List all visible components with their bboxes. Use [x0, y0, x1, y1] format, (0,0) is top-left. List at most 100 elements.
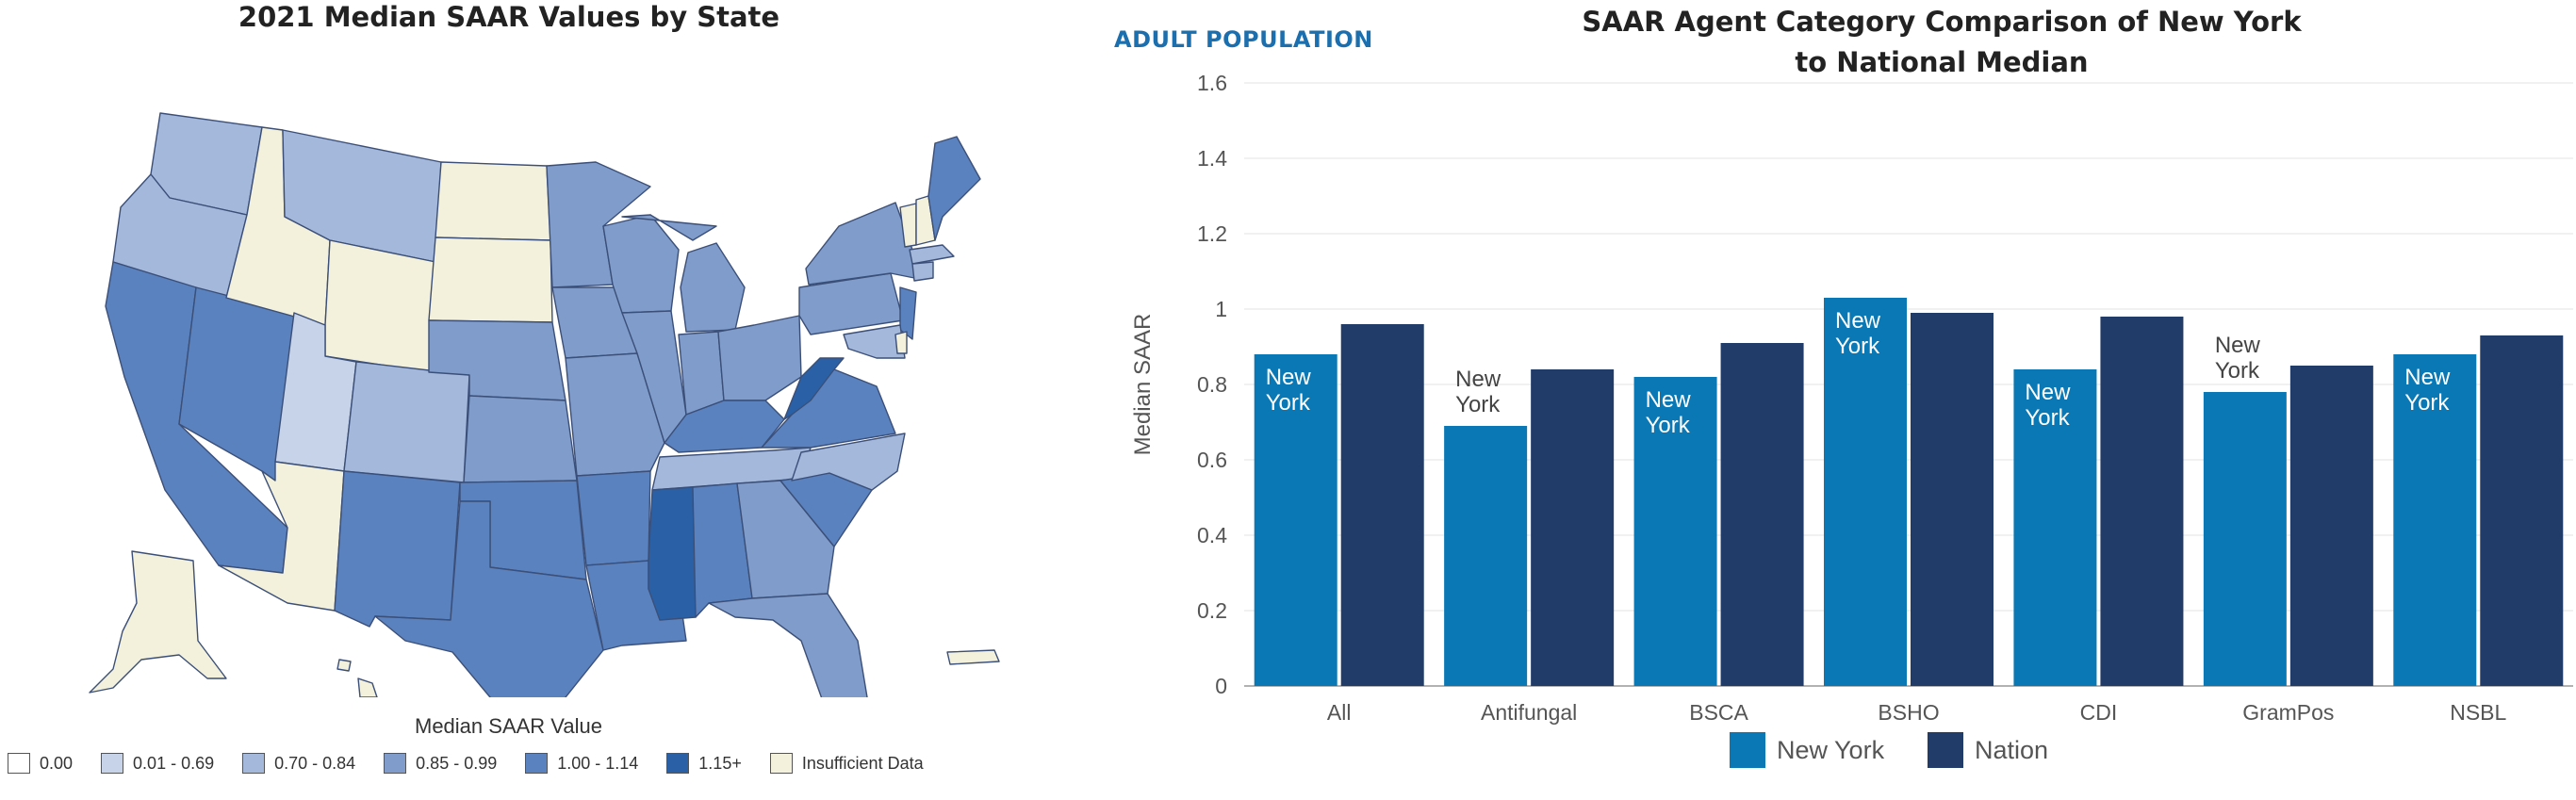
state-michigan-lower[interactable] — [680, 242, 746, 333]
state-north-dakota[interactable] — [435, 161, 551, 241]
y-tick-label: 0.6 — [1197, 448, 1227, 472]
state-indiana[interactable] — [678, 331, 725, 416]
state-wyoming[interactable] — [324, 239, 436, 373]
state-missouri[interactable] — [565, 352, 665, 477]
state-delaware[interactable] — [894, 331, 908, 354]
bar-data-label: York — [1266, 390, 1311, 416]
legend-label: New York — [1777, 736, 1885, 764]
state-west-virginia[interactable] — [783, 357, 845, 420]
bar-new-york — [2203, 392, 2287, 686]
state-connecticut[interactable] — [911, 261, 934, 282]
bar-data-label: New — [2215, 333, 2261, 358]
adult-population-label: ADULT POPULATION — [1114, 26, 1373, 53]
state-alaska[interactable] — [89, 550, 227, 694]
x-tick-label: GramPos — [2242, 700, 2334, 725]
state-arkansas[interactable] — [576, 470, 651, 566]
map-legend: 0.00 0.01 - 0.69 0.70 - 0.84 0.85 - 0.99… — [8, 749, 952, 777]
state-massachusetts[interactable] — [909, 244, 955, 265]
state-north-carolina[interactable] — [791, 433, 906, 491]
bar-data-label: York — [1646, 413, 1691, 438]
bar-nation — [2289, 366, 2373, 686]
y-tick-label: 1.6 — [1197, 71, 1227, 95]
bar-new-york — [2393, 354, 2477, 686]
state-colorado[interactable] — [343, 361, 470, 483]
legend-item: Insufficient Data — [769, 753, 924, 774]
y-tick-label: 1 — [1215, 297, 1227, 321]
legend-item: 0.70 - 0.84 — [242, 753, 355, 774]
x-tick-label: BSHO — [1878, 700, 1939, 725]
x-tick-label: NSBL — [2450, 700, 2506, 725]
x-tick-label: BSCA — [1689, 700, 1748, 725]
state-kentucky[interactable] — [664, 400, 785, 453]
y-tick-label: 0.4 — [1197, 523, 1227, 547]
chart-title: SAAR Agent Category Comparison of New Yo… — [1470, 2, 2413, 83]
bar-data-label: New — [1266, 365, 1312, 390]
state-maine[interactable] — [927, 136, 981, 241]
y-tick-label: 1.2 — [1197, 221, 1227, 246]
territory-puerto-rico[interactable] — [946, 649, 1000, 665]
y-tick-label: 0.8 — [1197, 372, 1227, 397]
us-choropleth-map — [89, 112, 1000, 697]
legend-swatch — [1730, 732, 1765, 768]
map-legend-title: Median SAAR Value — [415, 714, 602, 738]
bar-data-label: New — [1646, 387, 1692, 413]
chart-title-line2: to National Median — [1795, 46, 2089, 78]
legend-swatch — [242, 753, 266, 774]
state-new-york[interactable] — [805, 202, 915, 286]
state-hawaii-island[interactable] — [336, 659, 352, 672]
state-mississippi[interactable] — [648, 486, 697, 621]
legend-swatch — [525, 753, 549, 774]
legend-swatch — [101, 753, 124, 774]
legend-item: 0.01 - 0.69 — [101, 753, 214, 774]
map-title: 2021 Median SAAR Values by State — [238, 1, 780, 33]
bar-data-label: New — [1455, 367, 1501, 392]
state-texas[interactable] — [374, 500, 604, 697]
state-georgia[interactable] — [736, 480, 835, 599]
state-florida[interactable] — [708, 593, 868, 697]
bar-new-york — [2013, 369, 2097, 686]
legend-swatch — [1928, 732, 1963, 768]
bar-data-label: York — [2215, 358, 2260, 384]
legend-label: Nation — [1975, 736, 2048, 764]
state-new-mexico[interactable] — [334, 470, 461, 628]
legend-item: 1.15+ — [666, 753, 742, 774]
bar-new-york — [1254, 354, 1337, 686]
state-new-jersey[interactable] — [899, 286, 917, 340]
state-maryland[interactable] — [843, 324, 906, 359]
legend-swatch — [8, 753, 30, 774]
bar-nation — [1720, 343, 1804, 686]
bar-nation — [1340, 324, 1424, 686]
y-axis-label: Median SAAR — [1130, 314, 1156, 456]
chart-title-line1: SAAR Agent Category Comparison of New Yo… — [1582, 6, 2302, 38]
bar-data-label: New — [2404, 365, 2451, 390]
legend-swatch — [769, 753, 793, 774]
y-tick-label: 0 — [1215, 674, 1227, 698]
legend-swatch — [666, 753, 690, 774]
bar-data-label: York — [1455, 392, 1501, 417]
state-south-dakota[interactable] — [428, 237, 553, 323]
x-tick-label: CDI — [2080, 700, 2118, 725]
bar-nation — [1911, 313, 1994, 686]
bar-new-york — [1824, 298, 1907, 686]
bar-nation — [1531, 369, 1615, 686]
bar-data-label: York — [2404, 390, 2450, 416]
state-kansas[interactable] — [463, 395, 578, 483]
bar-nation — [2100, 317, 2184, 686]
legend-item: 0.00 — [8, 753, 73, 774]
bar-new-york — [1633, 377, 1717, 686]
x-tick-label: All — [1327, 700, 1352, 725]
legend-swatch — [384, 753, 407, 774]
bar-new-york — [1444, 426, 1528, 686]
y-tick-label: 0.2 — [1197, 598, 1227, 623]
bar-data-label: York — [1835, 334, 1880, 359]
bar-data-label: York — [2025, 405, 2070, 431]
bar-data-label: New — [1835, 308, 1881, 334]
state-hawaii[interactable] — [357, 678, 378, 697]
legend-item: 1.00 - 1.14 — [525, 753, 638, 774]
x-tick-label: Antifungal — [1481, 700, 1577, 725]
state-michigan[interactable] — [621, 214, 717, 241]
bar-data-label: New — [2025, 380, 2071, 405]
bar-nation — [2480, 335, 2564, 686]
legend-item: 0.85 - 0.99 — [384, 753, 497, 774]
